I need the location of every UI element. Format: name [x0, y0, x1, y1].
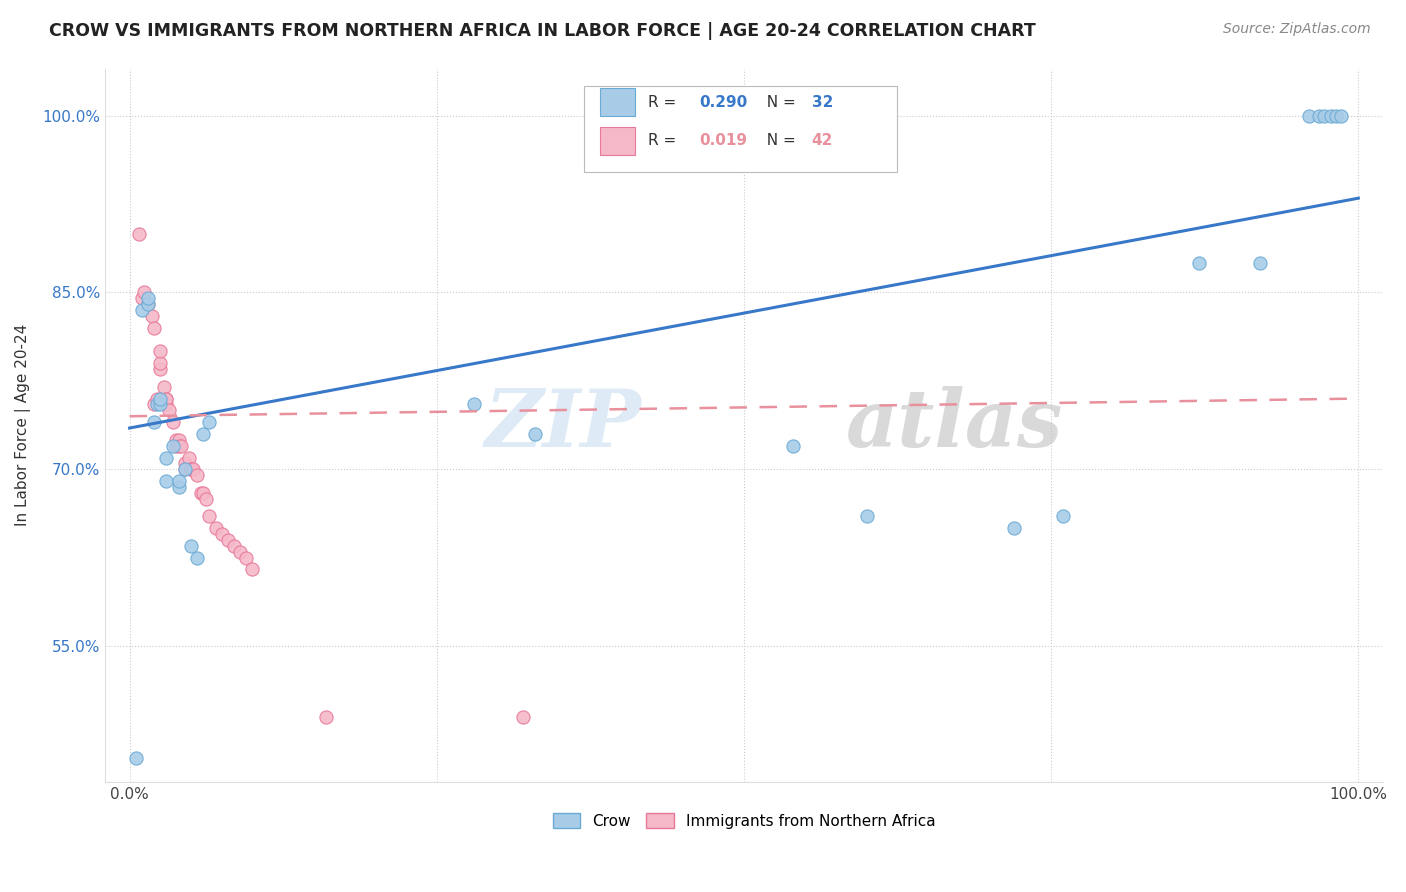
Point — [162, 415, 184, 429]
Point — [194, 491, 217, 506]
Point — [167, 480, 190, 494]
Point — [186, 550, 208, 565]
Y-axis label: In Labor Force | Age 20-24: In Labor Force | Age 20-24 — [15, 324, 31, 526]
Point — [204, 521, 226, 535]
Point — [165, 439, 187, 453]
Point — [170, 439, 193, 453]
Point — [198, 509, 221, 524]
Text: R =: R = — [648, 95, 682, 110]
Point — [1249, 256, 1271, 270]
Point — [149, 356, 172, 370]
Bar — [599, 88, 636, 116]
Point — [222, 539, 245, 553]
Point — [155, 474, 177, 488]
Legend: Crow, Immigrants from Northern Africa: Crow, Immigrants from Northern Africa — [547, 807, 942, 835]
Point — [512, 710, 534, 724]
Point — [136, 297, 159, 311]
Text: ZIP: ZIP — [485, 386, 641, 464]
Point — [155, 450, 177, 465]
Point — [153, 380, 176, 394]
Point — [149, 344, 172, 359]
Bar — [599, 127, 636, 155]
Point — [1188, 256, 1211, 270]
Point — [524, 426, 547, 441]
Point — [198, 415, 221, 429]
Text: R =: R = — [648, 133, 682, 148]
Point — [136, 292, 159, 306]
Point — [155, 397, 177, 411]
Point — [463, 397, 485, 411]
Point — [211, 527, 233, 541]
Point — [1052, 509, 1074, 524]
Point — [229, 545, 252, 559]
FancyBboxPatch shape — [585, 87, 897, 172]
Point — [1330, 109, 1353, 123]
Point — [149, 362, 172, 376]
Point — [145, 392, 167, 406]
Text: 0.019: 0.019 — [699, 133, 747, 148]
Point — [155, 392, 177, 406]
Point — [217, 533, 239, 547]
Point — [141, 309, 163, 323]
Point — [128, 227, 150, 241]
Point — [235, 550, 257, 565]
Point — [143, 321, 166, 335]
Point — [177, 450, 200, 465]
Text: 32: 32 — [811, 95, 834, 110]
Point — [1298, 109, 1320, 123]
Point — [167, 433, 190, 447]
Point — [190, 486, 212, 500]
Point — [157, 403, 180, 417]
Point — [856, 509, 879, 524]
Point — [143, 397, 166, 411]
Point — [193, 426, 215, 441]
Point — [143, 415, 166, 429]
Point — [149, 392, 172, 406]
Point — [131, 292, 153, 306]
Point — [242, 562, 264, 576]
Text: 0.290: 0.290 — [699, 95, 748, 110]
Point — [782, 439, 804, 453]
Point — [180, 462, 202, 476]
Point — [1320, 109, 1343, 123]
Point — [162, 439, 184, 453]
Point — [180, 462, 202, 476]
Text: N =: N = — [756, 95, 800, 110]
Point — [315, 710, 337, 724]
Point — [173, 462, 195, 476]
Point — [183, 462, 205, 476]
Text: Source: ZipAtlas.com: Source: ZipAtlas.com — [1223, 22, 1371, 37]
Point — [155, 392, 177, 406]
Point — [1313, 109, 1336, 123]
Text: atlas: atlas — [846, 386, 1063, 464]
Point — [173, 462, 195, 476]
Point — [186, 468, 208, 483]
Point — [1308, 109, 1330, 123]
Point — [193, 486, 215, 500]
Point — [180, 539, 202, 553]
Point — [167, 439, 190, 453]
Point — [136, 297, 159, 311]
Point — [134, 285, 156, 300]
Text: N =: N = — [756, 133, 800, 148]
Point — [149, 397, 172, 411]
Point — [145, 397, 167, 411]
Text: CROW VS IMMIGRANTS FROM NORTHERN AFRICA IN LABOR FORCE | AGE 20-24 CORRELATION C: CROW VS IMMIGRANTS FROM NORTHERN AFRICA … — [49, 22, 1036, 40]
Point — [165, 433, 187, 447]
Point — [1324, 109, 1347, 123]
Text: 42: 42 — [811, 133, 834, 148]
Point — [173, 457, 195, 471]
Point — [167, 474, 190, 488]
Point — [131, 303, 153, 318]
Point — [125, 751, 148, 765]
Point — [1002, 521, 1025, 535]
